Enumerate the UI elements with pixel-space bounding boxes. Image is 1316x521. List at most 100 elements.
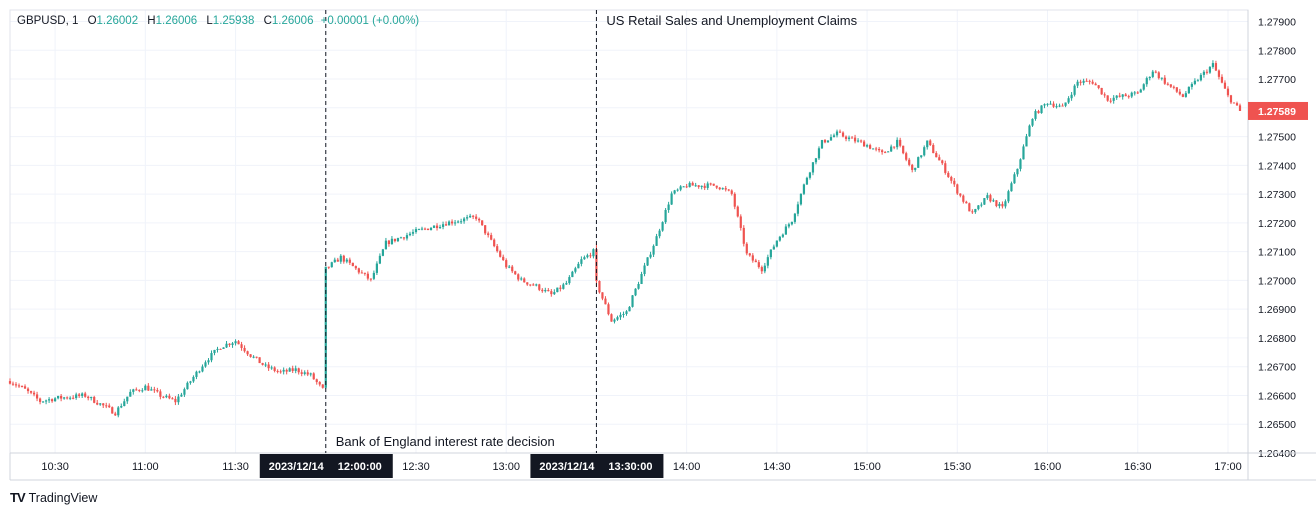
candle-body	[153, 389, 156, 391]
candle-body	[168, 395, 171, 399]
candle-body	[613, 319, 616, 322]
candle-body	[493, 239, 496, 247]
event-date-label-2: 2023/12/14	[539, 461, 595, 473]
candle-body	[853, 137, 857, 142]
candle-body	[715, 185, 718, 188]
candle-body	[84, 393, 87, 397]
candle-body	[396, 238, 400, 242]
candle-body	[947, 172, 950, 177]
candle-body	[805, 177, 809, 185]
candle-body	[1157, 72, 1160, 79]
candle-body	[1181, 94, 1184, 97]
candle-body	[529, 284, 532, 286]
event-time-badge-2[interactable]	[530, 454, 664, 478]
candle-body	[234, 341, 237, 344]
candle-body	[625, 311, 628, 314]
time-tick-label: 13:00	[492, 461, 520, 473]
open-label: O	[87, 15, 97, 27]
candle-body	[778, 236, 781, 241]
candle-body	[339, 255, 342, 262]
price-tick-label: 1.27200	[1258, 218, 1296, 230]
price-tick-label: 1.27500	[1258, 132, 1296, 144]
candle-body	[712, 183, 715, 186]
candle-body	[538, 284, 541, 290]
candle-body	[198, 371, 201, 373]
candle-body	[303, 372, 306, 374]
candle-body	[950, 176, 953, 181]
candle-body	[983, 198, 986, 205]
candle-body	[1076, 81, 1079, 86]
candle-body	[1154, 71, 1157, 73]
candle-body	[1232, 102, 1236, 104]
candle-body	[1178, 91, 1181, 95]
candle-body	[796, 204, 800, 214]
candle-body	[811, 162, 815, 173]
candle-body	[893, 146, 896, 148]
candle-body	[204, 362, 207, 367]
candle-body	[604, 298, 607, 305]
candle-body	[1046, 103, 1049, 105]
candle-body	[562, 284, 565, 289]
event-time-badge-1[interactable]	[259, 454, 393, 478]
candle-body	[1061, 105, 1064, 107]
close-label: C	[263, 15, 272, 27]
candle-body	[402, 237, 406, 239]
candle-body	[291, 368, 294, 371]
candle-body	[766, 257, 769, 266]
candle-body	[881, 150, 884, 153]
candle-body	[47, 399, 51, 401]
price-tick-label: 1.27000	[1258, 275, 1296, 287]
candle-body	[1187, 86, 1190, 94]
candle-body	[544, 290, 547, 292]
candle-body	[586, 255, 589, 258]
candle-body	[944, 163, 947, 173]
candle-body	[222, 347, 225, 349]
candle-body	[556, 287, 559, 293]
candle-body	[1163, 77, 1166, 84]
candle-body	[550, 291, 553, 295]
tradingview-brand[interactable]: TV TradingView	[10, 490, 97, 505]
candle-body	[472, 215, 475, 217]
candle-body	[1115, 95, 1118, 98]
candle-body	[174, 398, 177, 403]
candle-body	[375, 263, 378, 273]
event-date-label-1: 2023/12/14	[269, 461, 325, 473]
candle-body	[393, 238, 397, 242]
candle-body	[330, 262, 333, 268]
candle-body	[1199, 74, 1203, 81]
candle-body	[1064, 102, 1067, 106]
candle-body	[992, 200, 995, 202]
candle-body	[628, 306, 631, 312]
candle-body	[1058, 105, 1061, 107]
price-tick-label: 1.26400	[1258, 448, 1296, 460]
candle-body	[718, 187, 721, 190]
candle-body	[865, 145, 869, 147]
candle-body	[980, 204, 983, 206]
candle-body	[252, 356, 255, 358]
low-value: 1.25938	[212, 15, 255, 27]
candle-body	[414, 229, 418, 233]
candle-body	[132, 389, 135, 392]
candle-body	[144, 385, 147, 391]
candle-body	[1031, 118, 1034, 126]
candle-body	[213, 349, 216, 354]
candle-body	[490, 235, 493, 240]
candle-body	[108, 405, 111, 408]
candle-body	[354, 266, 357, 269]
candle-body	[1202, 71, 1206, 75]
candle-body	[460, 221, 463, 223]
event-annotation-2: US Retail Sales and Unemployment Claims	[606, 13, 857, 28]
candle-body	[1097, 85, 1100, 88]
candle-body	[44, 400, 48, 402]
candle-body	[1136, 92, 1139, 94]
candle-body	[607, 304, 610, 315]
candle-body	[258, 357, 261, 364]
candle-body	[363, 272, 366, 274]
symbol-label[interactable]: GBPUSD, 1	[17, 15, 79, 27]
candle-body	[956, 184, 959, 194]
time-tick-label: 11:30	[222, 461, 249, 473]
candle-body	[8, 381, 12, 384]
candle-body	[565, 283, 568, 285]
candle-body	[29, 391, 33, 393]
